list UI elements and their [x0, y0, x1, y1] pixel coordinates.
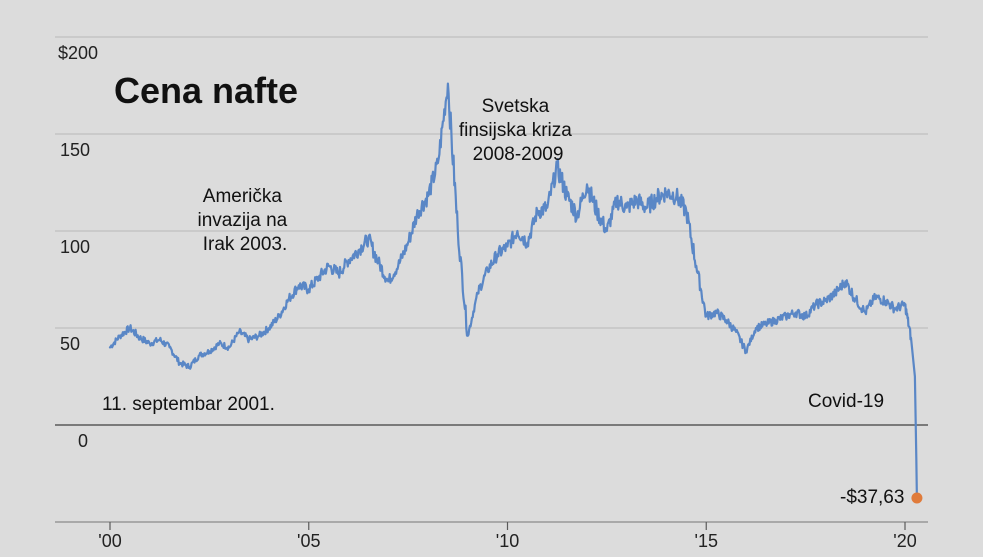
x-tick-label: '00 — [98, 531, 121, 551]
annotation-min-price: -$37,63 — [840, 487, 904, 508]
series-line-oil-price — [108, 82, 918, 500]
x-tick-label: '20 — [893, 531, 916, 551]
y-tick-label: $200 — [58, 43, 98, 63]
x-tick-label: '05 — [297, 531, 320, 551]
annotation-financial-crisis: Svetska finsijska kriza 2008-2009 — [459, 96, 577, 165]
x-tick-label: '10 — [496, 531, 519, 551]
annotation-september-11: 11. septembar 2001. — [102, 394, 275, 415]
annotation-iraq-line-2: invazija na — [197, 210, 287, 231]
y-tick-label: 100 — [60, 237, 90, 257]
annotation-crisis-line-1: Svetska — [482, 96, 550, 117]
annotation-iraq-line-1: Američka — [203, 186, 283, 207]
x-axis: '00 '05 '10 '15 '20 — [98, 522, 917, 551]
annotation-crisis-line-2: finsijska kriza — [459, 120, 572, 141]
annotation-covid: Covid-19 — [808, 391, 884, 412]
annotation-crisis-line-3: 2008-2009 — [473, 144, 564, 165]
annotation-iraq-line-3: Irak 2003. — [203, 234, 288, 255]
grid — [55, 36, 928, 523]
y-tick-label: 50 — [60, 334, 80, 354]
y-tick-label: 0 — [78, 431, 88, 451]
chart-title: Cena nafte — [114, 70, 298, 111]
series-layer — [108, 82, 923, 504]
y-axis: $200 150 100 50 0 — [58, 43, 98, 451]
y-tick-label: 150 — [60, 140, 90, 160]
min-price-marker — [911, 492, 923, 504]
annotation-iraq: Američka invazija na Irak 2003. — [197, 186, 292, 255]
x-tick-label: '15 — [695, 531, 718, 551]
